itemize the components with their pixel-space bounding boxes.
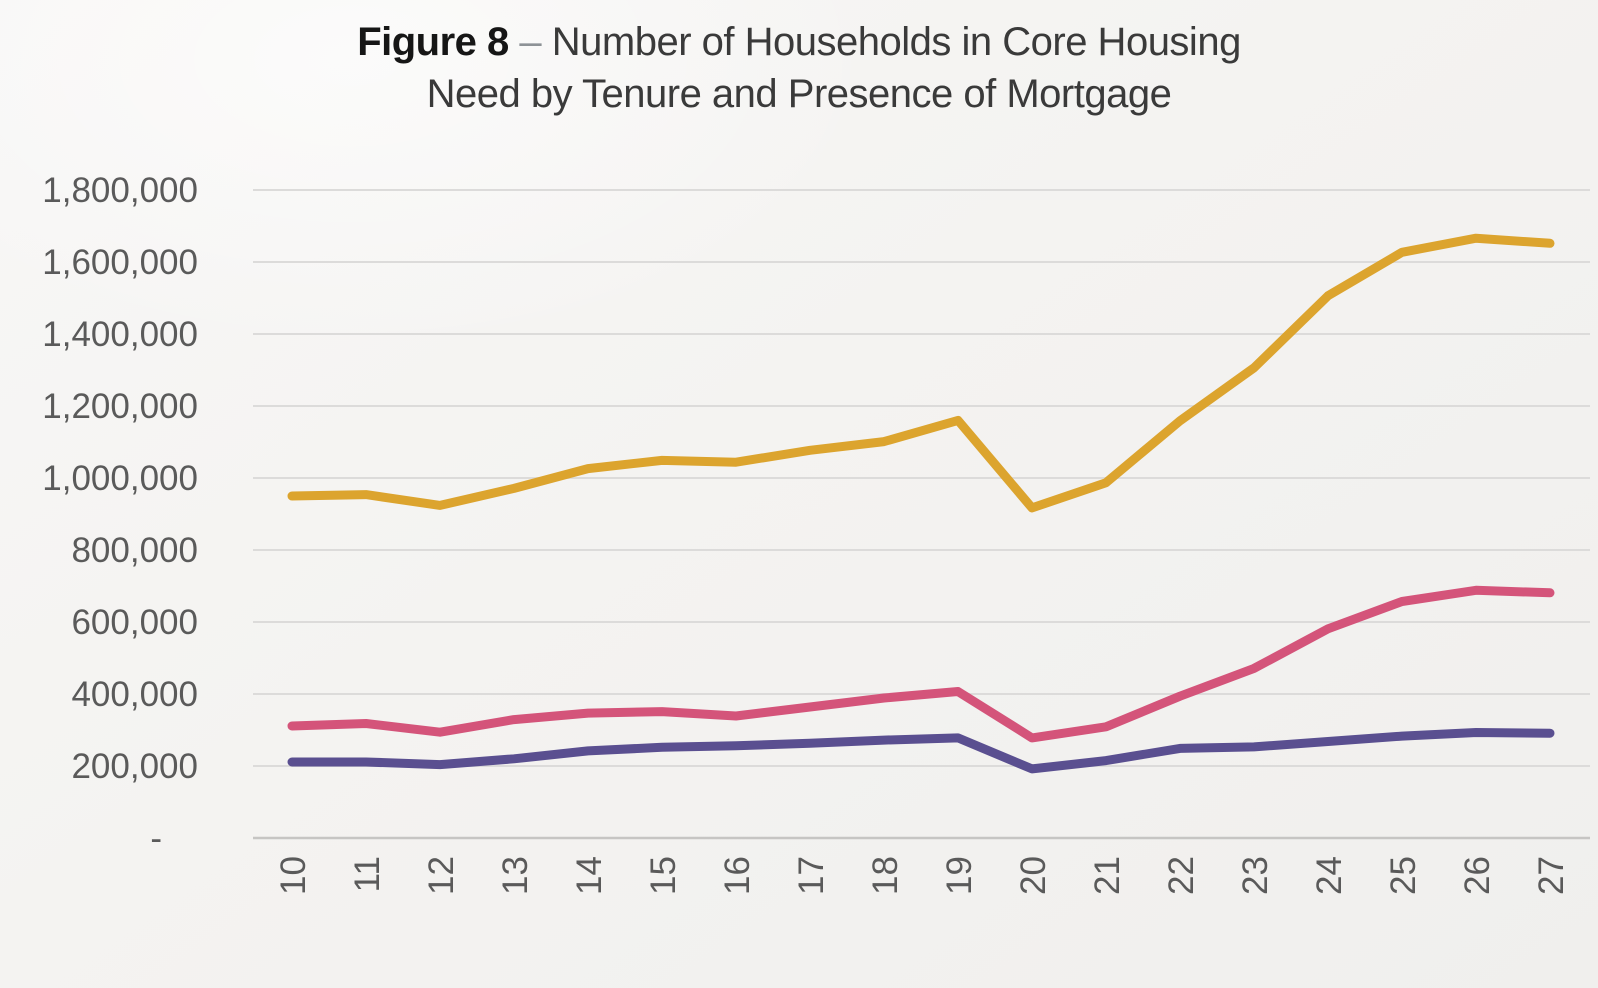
x-axis-label: 19 xyxy=(940,856,979,895)
x-axis-label: 22 xyxy=(1162,856,1201,895)
x-axis-label: 13 xyxy=(496,856,535,895)
y-axis-label: 800,000 xyxy=(71,531,198,570)
chart-title-text: Number of Households in Core Housing xyxy=(551,20,1242,64)
rose-line xyxy=(287,585,1555,743)
x-axis-label: 14 xyxy=(570,856,609,895)
x-axis-label: 21 xyxy=(1088,856,1127,895)
x-axis-label: 17 xyxy=(792,856,831,895)
x-axis-label: 18 xyxy=(866,856,905,895)
x-axis-label: 12 xyxy=(422,856,461,895)
y-axis-label: 1,000,000 xyxy=(42,459,198,498)
x-axis-label: 23 xyxy=(1236,856,1275,895)
x-axis-label: 27 xyxy=(1532,856,1571,895)
chart-title: Figure 8 – Number of Households in Core … xyxy=(0,16,1598,120)
chart-title-line2: Need by Tenure and Presence of Mortgage xyxy=(426,72,1172,116)
y-axis-label: 1,400,000 xyxy=(42,315,198,354)
title-dash: – xyxy=(519,20,542,64)
x-axis-label: 25 xyxy=(1384,856,1423,895)
x-axis-label: 10 xyxy=(274,856,313,895)
purple-line xyxy=(287,728,1555,774)
y-axis-label: 1,200,000 xyxy=(42,387,198,426)
x-axis-label: 24 xyxy=(1310,856,1349,895)
x-axis-label: 26 xyxy=(1458,856,1497,895)
y-axis-label: 200,000 xyxy=(71,747,198,786)
y-axis-label: 1,800,000 xyxy=(42,171,198,210)
gold-line xyxy=(287,233,1555,513)
y-axis-label: 1,600,000 xyxy=(42,243,198,282)
x-axis-label: 16 xyxy=(718,856,757,895)
x-axis-label: 20 xyxy=(1014,856,1053,895)
x-axis-label: 11 xyxy=(348,856,387,892)
y-axis-label: 400,000 xyxy=(71,675,198,714)
x-axis-label: 15 xyxy=(644,856,683,895)
chart-title-line1: Figure 8 – Number of Households in Core … xyxy=(0,16,1598,68)
y-axis-label: 600,000 xyxy=(71,603,198,642)
y-axis-label: - xyxy=(150,819,162,858)
figure-label: Figure 8 xyxy=(357,20,509,64)
